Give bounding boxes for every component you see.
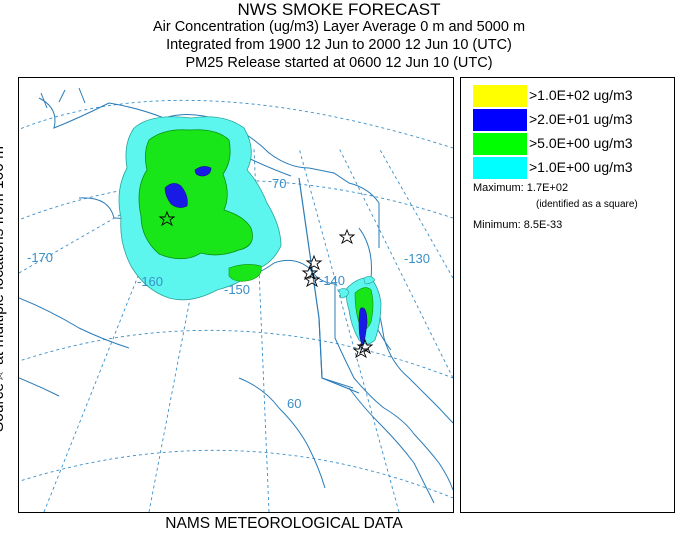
release-start: PM25 Release started at 0600 12 Jun 10 (… [185,55,493,71]
source-star [352,342,370,359]
source-star [303,271,321,288]
source-star [338,228,356,245]
legend-label: >1.0E+02 ug/m3 [529,87,633,103]
maximum-value: Maximum: 1.7E+02 [473,182,569,194]
smoke-plume-west [118,116,282,301]
smoke-plume-east [338,276,382,347]
lon-label-140: -140 [319,273,345,288]
legend-label: >2.0E+01 ug/m3 [529,111,633,127]
lon-label-130: -130 [404,251,430,266]
lon-label-160: -160 [137,274,163,289]
source-star [301,264,319,281]
source-location-label: Source☆ at multiple locations from 100 m [0,146,7,433]
source-markers [158,210,374,359]
legend-swatch-blue [473,109,527,131]
legend-swatch-yellow [473,85,527,107]
map-panel[interactable]: -170 -160 -150 -140 -130 70 60 [18,77,454,513]
legend-swatch-green [473,133,527,155]
border-line [298,177,360,394]
lon-label-150: -150 [224,282,250,297]
legend-label: >1.0E+00 ug/m3 [529,159,633,175]
source-star [158,210,176,227]
canada-coast [358,227,453,424]
maximum-note: (identified as a square) [536,199,638,210]
legend-label: >5.0E+00 ug/m3 [529,135,633,151]
meteorological-data-footer: NAMS METEOROLOGICAL DATA [165,515,403,532]
source-star [356,338,374,355]
lon-label-170: -170 [27,250,53,265]
lat-label-70: 70 [272,176,286,191]
legend-swatch-cyan [473,157,527,179]
concentration-subtitle: Air Concentration (ug/m3) Layer Average … [152,19,526,35]
lat-label-60: 60 [287,396,301,411]
minimum-value: Minimum: 8.5E-33 [473,219,563,231]
source-star [305,254,323,271]
legend-panel: >1.0E+02 ug/m3 >2.0E+01 ug/m3 >5.0E+00 u… [460,77,675,513]
map-svg: -170 -160 -150 -140 -130 70 60 [19,87,453,512]
forecast-title: NWS SMOKE FORECAST [237,0,441,19]
integration-period: Integrated from 1900 12 Jun to 2000 12 J… [166,37,512,53]
